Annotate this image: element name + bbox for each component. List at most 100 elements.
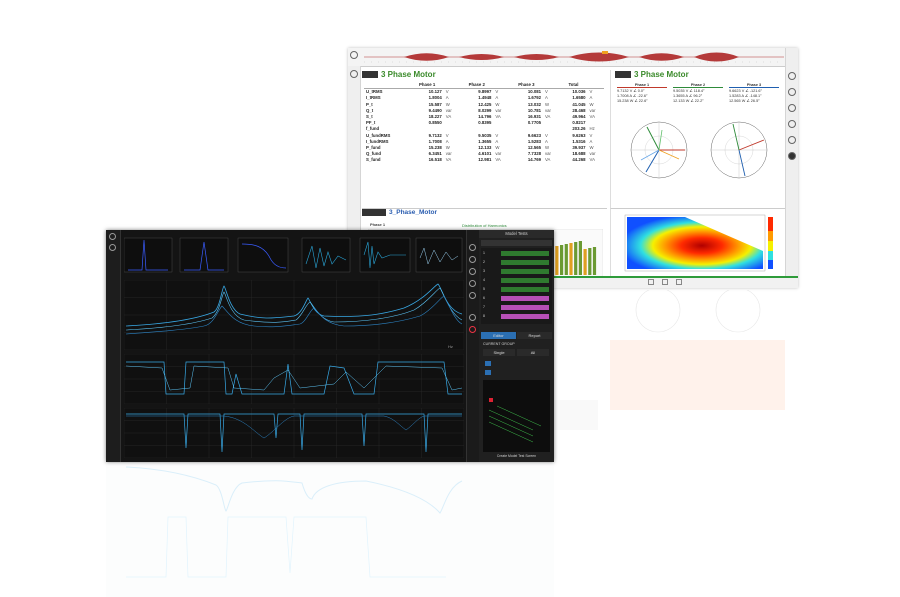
list-item[interactable]: 2 [483,259,550,266]
list-item[interactable]: 8 [483,313,550,320]
tab-editor[interactable]: Editor [481,332,516,339]
frf-magnitude-plot[interactable]: Hz [124,280,464,350]
current-group-label: CURRENT GROUP [483,342,515,346]
list-item[interactable]: 5 [483,286,550,293]
row-label: P_fund [366,145,381,151]
p-value: 12.565 [729,99,741,103]
zoom-icon[interactable] [788,88,796,96]
row-label: S_fund [366,157,381,163]
p-unit: W [629,99,634,103]
cursor-icon[interactable] [788,104,796,112]
frf-phase-plot[interactable] [124,354,464,404]
cell-u2: var [495,107,502,113]
panel-toolbar[interactable] [481,240,552,246]
table-row: Q_fund 6.3451 var 4.6101 var 7.7328 var 18.688 v… [364,151,604,157]
export-icon[interactable] [469,292,476,299]
cell-u3: A [545,138,548,144]
cell-u2: A [495,138,499,144]
col-phase2: Phase 2 [460,82,494,90]
settings-icon[interactable] [469,244,476,251]
row-label: Q_fund [366,151,382,157]
p-unit: W [741,99,746,103]
harmonic-bar [578,241,582,275]
cell-p3: 1.5283 [527,138,541,144]
model-test-list[interactable]: 1 2 3 4 5 6 7 8 [481,248,552,324]
alert-icon[interactable] [469,326,476,333]
cell-p2: 4.6101 [478,151,492,157]
cell-u2: V [495,132,499,138]
phase-v-row: 9.5035 V ∠ 118.4° [673,89,705,93]
coherence-plot[interactable] [124,408,464,458]
phase-header: Phase 1 [617,83,667,88]
single-option[interactable]: Single [483,349,515,356]
list-item[interactable]: 6 [483,295,550,302]
cell-u3: var [545,151,551,157]
phasor-panel-title: 3 Phase Motor [615,70,786,79]
overview-timeline[interactable] [348,48,798,67]
table-row: PF_t 0.8550 0.8395 0.7705 0.8217 [364,120,604,126]
phase-i-row: 1.3655 A ∠ 96.2° [673,94,703,98]
i-unit: A [629,94,632,98]
left-toolbar-dark [106,230,121,462]
cell-u2: W [495,145,500,151]
group-color-2[interactable] [485,370,491,375]
all-option[interactable]: All [517,349,549,356]
cell-u2: W [495,101,500,107]
settings-icon[interactable] [788,72,796,80]
zoom-icon[interactable] [469,256,476,263]
list-item[interactable]: 3 [483,268,550,275]
menu-icon[interactable] [350,70,358,78]
row-label: U_fundRMS [366,132,391,138]
export-icon[interactable] [788,136,796,144]
list-item[interactable]: 1 [483,250,550,257]
row-bar [501,278,549,283]
menu-icon[interactable] [109,244,116,251]
front-window-reflection [106,463,554,597]
marker-icon[interactable] [788,120,796,128]
cell-p3: 7.7328 [527,151,541,157]
cell-p2: 8.0299 [478,107,492,113]
i-value: 1.3655 [673,94,685,98]
phasor-panel: 3 Phase Motor Phase 1 9.7132 V ∠ 0.0° 1.70… [610,70,786,208]
row-label: I_tRMS [366,95,381,101]
harmonic-bar [592,247,597,275]
wrench-icon[interactable] [469,314,476,321]
group-color-1[interactable] [485,361,491,366]
i-unit: A [741,94,744,98]
row-bar [501,260,549,265]
p-angle: 22.2° [694,99,704,103]
cell-p1: 6.3451 [428,151,442,157]
row-number: 3 [483,269,485,273]
cell-p1: 1.8004 [428,95,442,101]
i-angle: -22.6° [637,94,648,98]
cell-u1: VA [445,114,452,120]
cell-p2: 9.8997 [478,89,492,95]
phase-p-row: 12.565 W ∠ 26.5° [729,99,760,103]
alert-icon[interactable] [788,152,796,160]
cell-p1: 15.587 [428,101,442,107]
cursor-icon[interactable] [469,268,476,275]
cell-t: 44.268 [572,157,586,163]
create-screen-link[interactable]: Create Model Test Screen [496,454,537,458]
record-icon[interactable] [676,279,682,285]
frequency-analysis-window: Hz Model Tests 1 2 3 4 5 6 7 8 Editor Report CU… [106,230,554,462]
stop-icon[interactable] [662,279,668,285]
phasor-diagrams [630,121,768,179]
row-bar [501,305,549,310]
logo-icon [109,233,116,240]
tab-report[interactable]: Report [517,332,552,339]
marker-icon[interactable] [469,280,476,287]
play-icon[interactable] [648,279,654,285]
harmonic-bar [574,242,578,275]
cell-p1: 15.238 [428,145,442,151]
mode-shape-preview[interactable] [483,380,550,452]
right-toolbar [785,48,798,288]
list-item[interactable]: 4 [483,277,550,284]
list-item[interactable]: 7 [483,304,550,311]
cell-u3: W [545,101,550,107]
phase-values-3: Phase 3 9.6623 V ∠ -121.6° 1.5283 A ∠ -148… [729,83,779,103]
v-unit: V [629,89,633,93]
harmonic-bar [560,245,564,275]
row-bar [501,314,549,319]
row-label: P_t [366,101,373,107]
